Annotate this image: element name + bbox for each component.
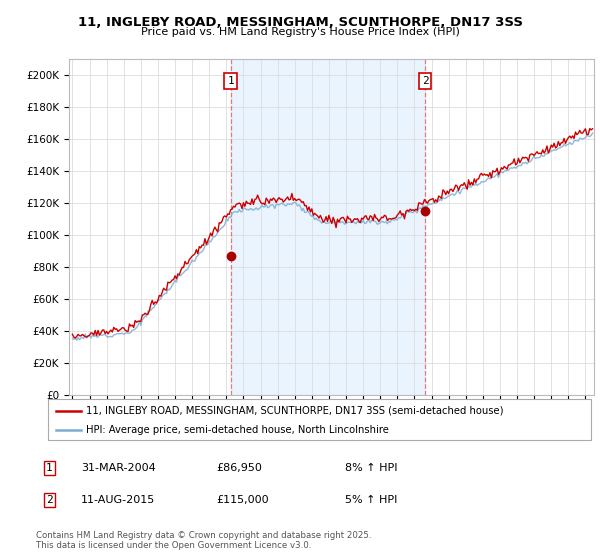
Text: 1: 1 xyxy=(46,463,53,473)
Text: 2: 2 xyxy=(46,494,53,505)
Text: 11, INGLEBY ROAD, MESSINGHAM, SCUNTHORPE, DN17 3SS: 11, INGLEBY ROAD, MESSINGHAM, SCUNTHORPE… xyxy=(77,16,523,29)
Text: 31-MAR-2004: 31-MAR-2004 xyxy=(81,463,156,473)
Text: 11-AUG-2015: 11-AUG-2015 xyxy=(81,494,155,505)
Text: 1: 1 xyxy=(227,76,234,86)
Text: Contains HM Land Registry data © Crown copyright and database right 2025.
This d: Contains HM Land Registry data © Crown c… xyxy=(36,530,371,550)
Text: Price paid vs. HM Land Registry's House Price Index (HPI): Price paid vs. HM Land Registry's House … xyxy=(140,27,460,37)
Text: 8% ↑ HPI: 8% ↑ HPI xyxy=(345,463,398,473)
Text: £115,000: £115,000 xyxy=(216,494,269,505)
Text: 5% ↑ HPI: 5% ↑ HPI xyxy=(345,494,397,505)
Text: 11, INGLEBY ROAD, MESSINGHAM, SCUNTHORPE, DN17 3SS (semi-detached house): 11, INGLEBY ROAD, MESSINGHAM, SCUNTHORPE… xyxy=(86,405,503,416)
Text: 2: 2 xyxy=(422,76,428,86)
Text: £86,950: £86,950 xyxy=(216,463,262,473)
FancyBboxPatch shape xyxy=(48,399,591,440)
Text: HPI: Average price, semi-detached house, North Lincolnshire: HPI: Average price, semi-detached house,… xyxy=(86,424,389,435)
Bar xyxy=(230,59,425,395)
